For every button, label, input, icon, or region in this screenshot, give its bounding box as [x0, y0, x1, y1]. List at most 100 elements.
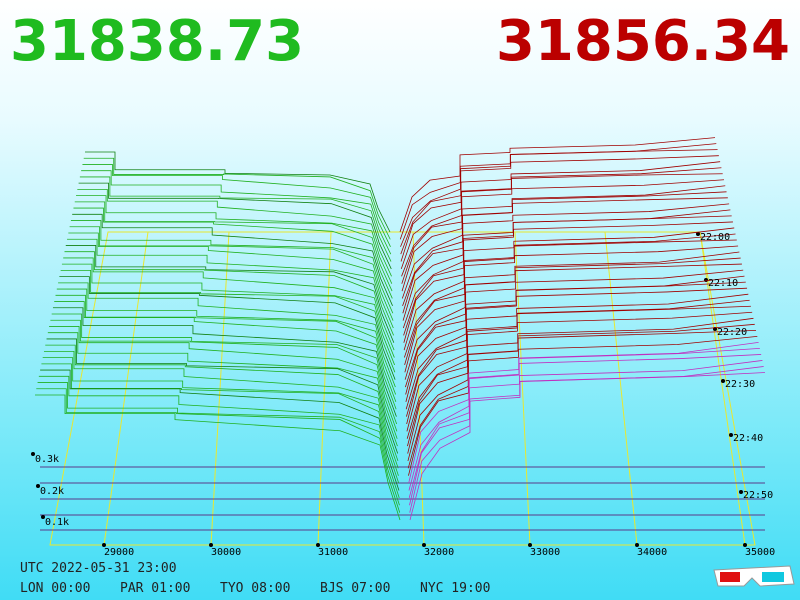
bid-depth-line — [73, 207, 393, 299]
ask-depth-line — [403, 239, 737, 358]
floor-grid-line — [514, 231, 531, 546]
price-label: 30000 — [211, 547, 241, 558]
tick-dot — [635, 543, 639, 547]
ask-depth-line — [405, 269, 744, 395]
timezone-label: NYC 19:00 — [420, 581, 490, 596]
ask-depth-line — [408, 354, 762, 498]
bid-depth-line — [78, 182, 392, 270]
bid-depth-line — [37, 382, 400, 506]
ask-depth-line — [403, 221, 733, 336]
ask-depth-line — [408, 335, 758, 476]
bid-depth-line — [60, 269, 396, 373]
tick-dot — [696, 232, 700, 236]
bid-depth-line — [56, 288, 397, 395]
bid-depth-line — [35, 394, 401, 521]
bid-depth-line — [68, 232, 394, 329]
ask-price: 31856.34 — [496, 9, 790, 74]
depth-label: 0.2k — [40, 486, 64, 497]
bid-depth-line — [79, 176, 392, 262]
bid-price: 31838.73 — [10, 9, 304, 74]
price-label: 33000 — [530, 547, 560, 558]
bid-depth-line — [59, 276, 396, 380]
price-label: 31000 — [318, 547, 348, 558]
bid-depth-line — [38, 375, 400, 498]
ask-depth-line — [401, 179, 725, 284]
ask-depth-line — [407, 329, 757, 469]
ask-depth-line — [401, 185, 726, 292]
bid-depth-line — [50, 319, 398, 432]
bid-depth-line — [42, 357, 399, 476]
ask-depth-line — [400, 155, 719, 255]
utc-time: UTC 2022-05-31 23:00 — [20, 561, 177, 576]
ask-depth-line — [403, 227, 735, 343]
3d-glasses-icon — [713, 565, 795, 587]
ask-depth-line — [407, 311, 753, 447]
bid-depth-line — [52, 307, 397, 417]
ask-depth-line — [401, 173, 723, 277]
bid-depth-line — [58, 282, 396, 388]
ask-depth-line — [406, 287, 748, 417]
floor-grid-line — [317, 231, 332, 546]
ask-depth-line — [402, 197, 728, 306]
depth-lines — [35, 137, 766, 521]
ask-depth-line — [402, 215, 732, 329]
bid-depth-line — [51, 313, 398, 425]
bid-depth-line — [45, 344, 399, 462]
bid-depth-line — [43, 350, 399, 469]
ask-depth-line — [409, 372, 766, 521]
floor-grid — [31, 231, 765, 547]
ask-depth-line — [400, 167, 722, 270]
time-label: 22:50 — [743, 490, 773, 501]
tick-dot — [528, 543, 532, 547]
timezone-label: PAR 01:00 — [120, 581, 190, 596]
floor-grid-line — [604, 231, 638, 546]
depth-label: 0.3k — [35, 454, 59, 465]
depth-label: 0.1k — [45, 517, 69, 528]
time-label: 22:00 — [700, 232, 730, 243]
ask-depth-line — [404, 251, 740, 373]
time-label: 22:10 — [708, 278, 738, 289]
ask-depth-line — [408, 348, 760, 491]
timezone-label: BJS 07:00 — [320, 581, 390, 596]
tick-dot — [316, 543, 320, 547]
tick-dot — [102, 543, 106, 547]
ask-depth-line — [409, 360, 763, 506]
ask-depth-line — [406, 293, 749, 425]
tick-dot — [729, 433, 733, 437]
price-label: 29000 — [104, 547, 134, 558]
bid-depth-line — [47, 332, 398, 447]
bid-depth-line — [61, 263, 395, 366]
floor-outline — [49, 231, 756, 546]
time-label: 22:40 — [733, 433, 763, 444]
bid-depth-line — [74, 201, 393, 292]
ask-depth-line — [403, 233, 736, 351]
ask-depth-line — [406, 305, 751, 439]
time-label: 22:30 — [725, 379, 755, 390]
bid-depth-line — [65, 245, 395, 343]
ask-depth-line — [400, 161, 721, 262]
ask-depth-line — [402, 209, 731, 321]
bid-depth-line — [55, 294, 397, 402]
ask-depth-line — [407, 323, 755, 462]
ask-depth-line — [407, 317, 754, 454]
price-label: 32000 — [424, 547, 454, 558]
ask-depth-line — [400, 149, 718, 247]
tick-dot — [721, 379, 725, 383]
timezone-label: TYO 08:00 — [220, 581, 290, 596]
price-label: 34000 — [637, 547, 667, 558]
bid-depth-line — [85, 151, 391, 233]
bid-depth-line — [41, 363, 400, 484]
bid-depth-line — [54, 301, 397, 410]
tick-dot — [36, 484, 40, 488]
tick-dot — [209, 543, 213, 547]
bid-depth-line — [82, 164, 391, 247]
bid-depth-line — [40, 369, 400, 491]
tick-dot — [422, 543, 426, 547]
bid-depth-line — [64, 251, 395, 351]
bid-depth-line — [67, 238, 394, 336]
tick-dot — [41, 515, 45, 519]
ask-depth-line — [402, 203, 730, 314]
bid-depth-line — [76, 195, 393, 284]
bid-depth-line — [81, 170, 392, 255]
